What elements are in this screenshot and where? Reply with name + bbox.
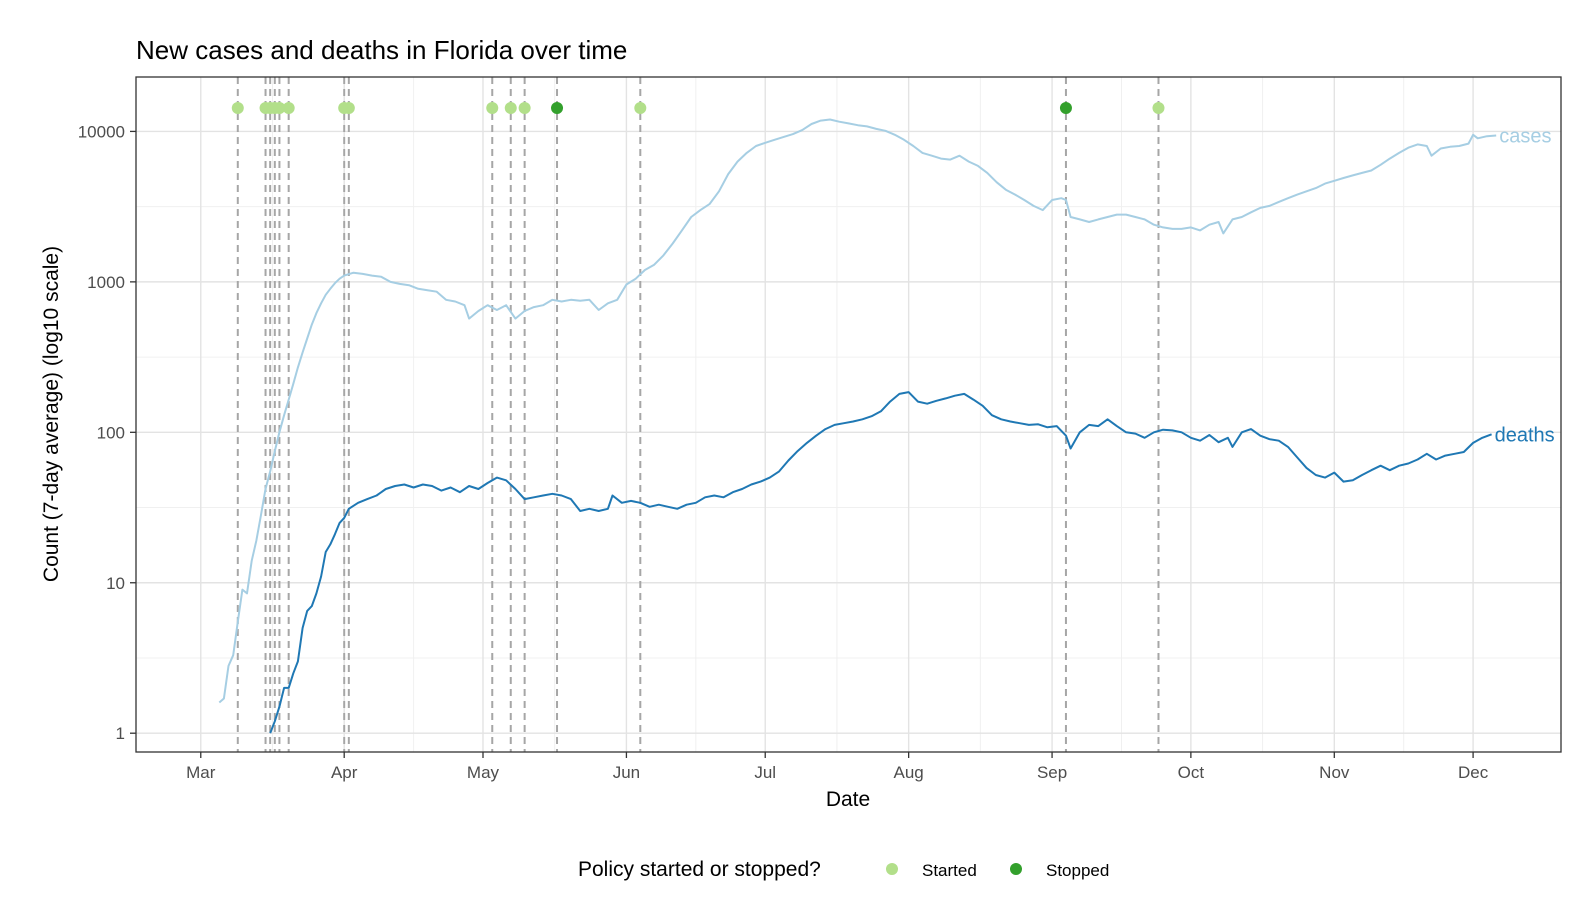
x-tick-label: Nov [1319,763,1350,782]
policy-event-marker [551,102,564,114]
y-tick-label: 1000 [87,273,125,292]
plot-panel [135,76,1562,753]
legend-items: Started Stopped [886,861,1109,880]
series-labels: cases deaths [1495,125,1555,446]
series-label-cases: cases [1499,125,1551,147]
x-tick-label: Apr [331,763,358,782]
legend-key-stopped [1010,863,1022,875]
y-tick-label: 10 [106,574,125,593]
legend-label-started: Started [922,861,977,880]
grid [136,77,1561,752]
policy-event-marker [282,102,295,114]
x-tick-label: Dec [1458,763,1489,782]
policy-event-lines [236,77,1160,752]
legend-label-stopped: Stopped [1046,861,1109,880]
series-line-cases [218,118,1497,704]
y-tick-label: 100 [97,423,125,442]
policy-event-marker [1059,102,1072,114]
policy-event-marker [342,102,355,114]
y-tick-label: 10000 [78,122,125,141]
series-line-deaths [269,391,1492,734]
policy-event-marker [273,102,286,114]
y-tick-label: 1 [116,724,125,743]
x-axis-title: Date [826,788,870,811]
x-axis: Mar Apr May Jun Jul Aug Sep Oct Nov Dec [186,752,1489,782]
policy-event-marker [486,102,499,114]
series-lines [218,118,1497,734]
series-label-deaths: deaths [1495,424,1555,446]
legend-key-started [886,863,898,875]
x-tick-label: Aug [894,763,924,782]
x-tick-label: Mar [186,763,216,782]
legend-title: Policy started or stopped? [578,858,821,881]
policy-event-marker [504,102,517,114]
x-tick-label: May [467,763,500,782]
x-tick-label: Sep [1037,763,1067,782]
x-tick-label: Jul [754,763,776,782]
policy-event-marker [231,102,244,114]
policy-event-marker [1152,102,1165,114]
policy-event-marker [634,102,647,114]
x-tick-label: Oct [1178,763,1205,782]
y-axis: 1 10 100 1000 10000 [78,122,136,743]
policy-event-markers [231,102,1165,114]
x-tick-label: Jun [613,763,640,782]
y-axis-title: Count (7-day average) (log10 scale) [40,246,63,582]
policy-event-marker [518,102,531,114]
legend: Policy started or stopped? Started Stoppe… [578,858,1109,881]
chart-title: New cases and deaths in Florida over tim… [136,35,627,65]
